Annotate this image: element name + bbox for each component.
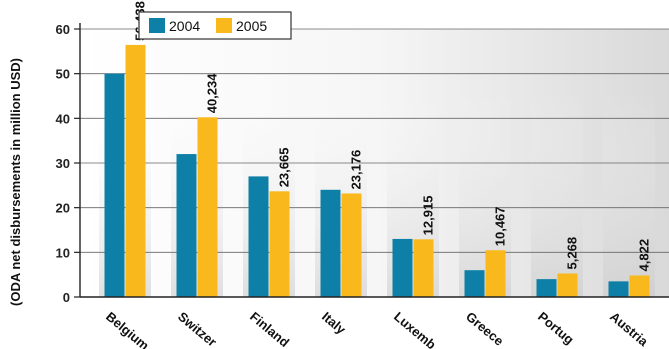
x-category-label: Greece [463,309,506,349]
x-category-label: Finland [247,309,292,349]
bar-2004 [392,238,413,297]
x-category-label: Austria [607,309,652,349]
data-label: 40,234 [205,73,220,114]
bar-2004 [248,176,269,297]
category-band [603,89,655,297]
y-tick-label: 20 [56,201,70,216]
legend-swatch-2004 [149,18,165,33]
bar-2005 [629,275,650,297]
y-tick-label: 30 [56,156,70,171]
data-label: 10,467 [493,206,508,246]
y-tick-label: 10 [56,245,70,260]
y-tick-label: 0 [63,290,70,305]
data-label: 4,822 [637,239,652,272]
x-category-label: Belgium [103,309,152,349]
y-tick-label: 50 [56,67,70,82]
bar-2005 [269,191,290,297]
data-label: 23,176 [349,150,364,190]
data-label: 12,915 [421,196,436,236]
bar-2005 [557,273,578,297]
bar-2004 [608,281,629,297]
bar-2005 [197,117,218,297]
bar-2004 [320,189,341,297]
y-tick-label: 60 [56,22,70,37]
y-tick-label: 40 [56,111,70,126]
legend-label-2004: 2004 [169,18,200,34]
legend-label-2005: 2005 [236,18,267,34]
data-label: 23,665 [277,148,292,188]
category-band [531,89,583,297]
x-category-label: Italy [319,309,349,338]
bar-2004 [536,279,557,297]
legend-box [138,11,292,40]
bar-2005 [413,239,434,297]
bar-2005 [485,250,506,297]
bar-2004 [176,154,197,297]
bar-2005 [341,193,362,297]
bar-2005 [125,44,146,298]
bar-2004 [104,73,125,298]
legend-swatch-2005 [216,18,232,33]
y-axis-label: (ODA net disbursements in million USD) [8,58,23,306]
x-category-label: Switzer [175,309,220,349]
x-category-label: Portug [535,309,577,347]
bar-2004 [464,270,485,297]
legend: 2004 2005 [138,11,292,40]
data-label: 5,268 [565,237,580,270]
x-category-label: Luxemb [391,309,439,349]
